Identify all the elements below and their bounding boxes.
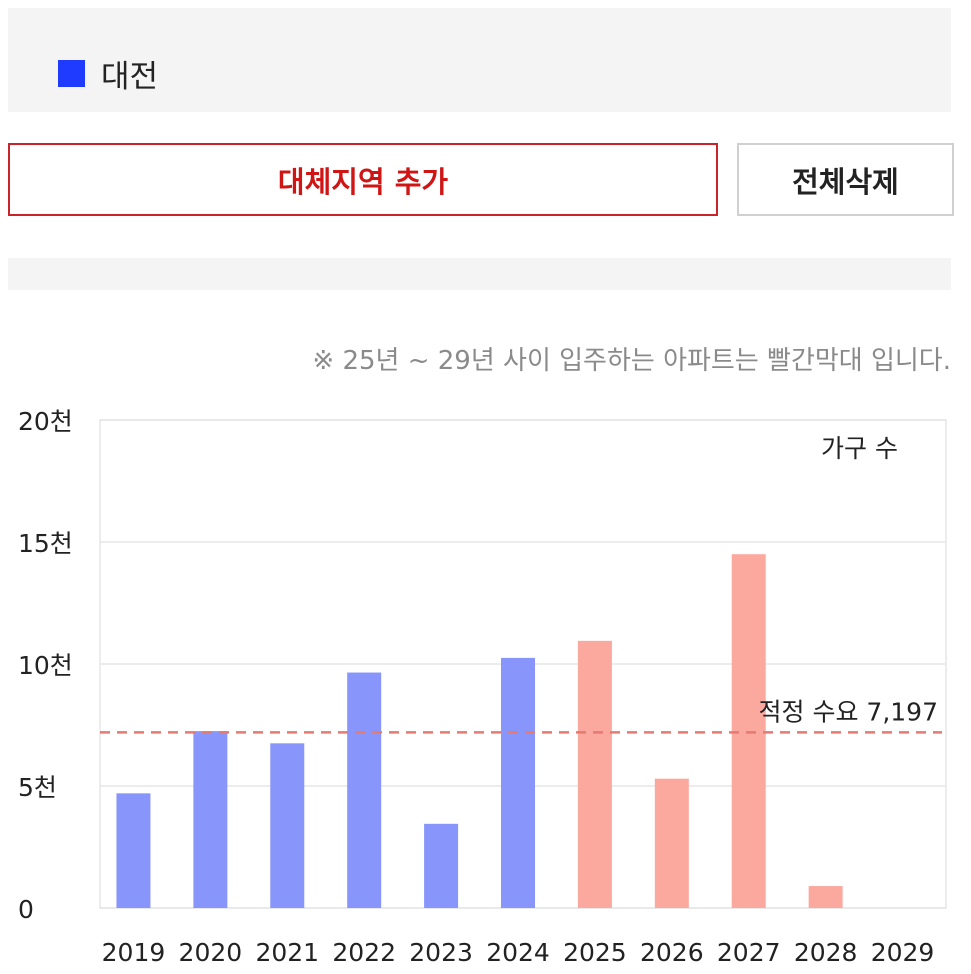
bar-2023 [424, 823, 459, 908]
x-tick-label: 2021 [255, 938, 319, 967]
bar-2022 [347, 672, 382, 908]
x-tick-label: 2024 [486, 938, 550, 967]
legend-swatch [58, 60, 85, 87]
bar-2024 [501, 657, 535, 908]
x-tick-label: 2022 [332, 938, 396, 967]
y-tick-label: 15천 [18, 529, 73, 558]
x-tick-label: 2027 [717, 938, 781, 967]
bar-2028 [808, 886, 843, 908]
reference-line-label: 적정 수요 7,197 [759, 697, 938, 726]
x-tick-label: 2025 [563, 938, 627, 967]
bar-2019 [116, 793, 151, 908]
legend-item[interactable]: 대전 [58, 51, 158, 96]
bar-2025 [577, 640, 612, 908]
x-tick-label: 2023 [409, 938, 473, 967]
divider-strip [8, 258, 951, 290]
x-tick-label: 2019 [102, 938, 166, 967]
chart-note: ※ 25년 ~ 29년 사이 입주하는 아파트는 빨간막대 입니다. [312, 346, 951, 376]
legend-panel: 대전 [8, 8, 951, 112]
add-alternative-region-button[interactable]: 대체지역 추가 [8, 143, 718, 216]
x-tick-label: 2020 [179, 938, 243, 967]
y-tick-label: 5천 [18, 773, 57, 802]
bar-chart: 0 5천 10천 15천 20천 2019 2020 2021 2022 2023 2024 2025… [18, 407, 947, 967]
bar-2027 [731, 554, 766, 908]
delete-all-button[interactable]: 전체삭제 [737, 143, 954, 216]
y-tick-label: 20천 [18, 407, 73, 436]
unit-label: 가구 수 [821, 434, 898, 463]
legend-label: 대전 [101, 59, 159, 95]
y-tick-label: 10천 [18, 651, 73, 680]
x-tick-label: 2026 [640, 938, 704, 967]
bar-2020 [193, 731, 228, 908]
x-tick-label: 2029 [871, 938, 935, 967]
bar-2021 [270, 743, 305, 908]
y-tick-label: 0 [18, 895, 34, 924]
bar-2026 [654, 778, 689, 908]
x-tick-label: 2028 [794, 938, 858, 967]
